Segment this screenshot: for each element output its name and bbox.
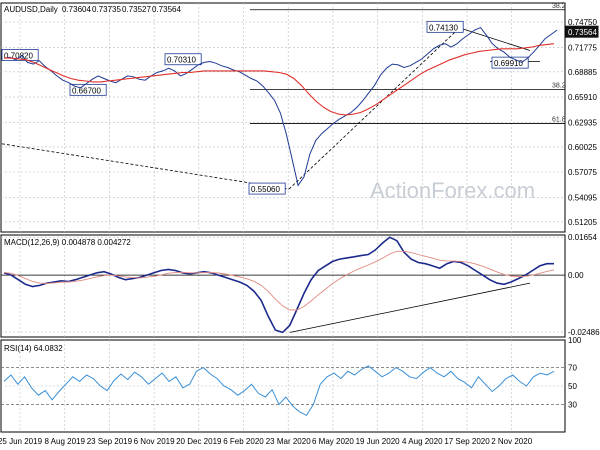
current-price-box: [565, 25, 599, 38]
x-tick-label: 20 Dec 2019: [176, 437, 222, 446]
price-ohlc-low: 0.73527: [122, 5, 151, 14]
price-y-tick-label: 0.71775: [568, 43, 597, 52]
price-box-label: 0.74130: [429, 23, 458, 32]
price-box: [164, 53, 202, 66]
price-ohlc-high: 0.73735: [92, 5, 121, 14]
rsi-y-tick-label: 100: [568, 336, 582, 345]
series-layer: [3, 26, 558, 417]
price-y-tick-label: 0.74750: [568, 18, 597, 27]
price-y-tick-label: 0.68885: [568, 68, 597, 77]
x-tick-label: 17 Sep 2020: [444, 437, 490, 446]
price-box: [69, 83, 107, 96]
rsi-y-tick-label: 70: [568, 364, 577, 373]
triangle-upper-line: [457, 26, 531, 51]
macd-signal-line: [3, 250, 555, 311]
x-tick-label: 2 Nov 2020: [491, 437, 532, 446]
axis-layer: 0.74750 0.71775 0.68885 0.65910 0.62935 0.600…: [0, 18, 600, 446]
price-y-tick-label: 0.62935: [568, 118, 597, 127]
fib-level-label: 38.2: [552, 3, 566, 10]
macd-panel-frame: [0, 234, 566, 338]
x-tick-label: 6 Feb 2020: [223, 437, 264, 446]
price-panel-frame: [0, 2, 566, 233]
macd-panel-title: MACD(12,26,9) 0.004878 0.004272: [4, 238, 131, 247]
trendline-dashed-up: [288, 27, 461, 190]
x-tick-label: 19 Jun 2020: [356, 437, 401, 446]
macd-y-tick-label: 0.01654: [568, 233, 597, 242]
price-box: [248, 182, 286, 195]
price-y-tick-label: 0.54095: [568, 193, 597, 202]
x-tick-label: 6 Nov 2019: [134, 437, 175, 446]
watermark: ActionForex.com: [370, 178, 535, 203]
price-box-label: 0.66700: [72, 86, 101, 95]
annotation-layer: 38.2 38.2 61.8 0.70820 0.66700 0.70310 0.55060…: [1, 3, 566, 333]
macd-y-tick-label: -0.02486: [568, 328, 600, 337]
price-panel-title: AUDUSD,Daily: [4, 5, 58, 14]
macd-trendline: [289, 282, 531, 333]
macd-line: [3, 236, 554, 334]
price-ma-line: [4, 43, 555, 116]
price-line: [3, 26, 558, 187]
fib-level-label: 38.2: [552, 83, 566, 90]
price-box: [1, 49, 39, 61]
current-price-label: 0.73564: [568, 28, 597, 37]
fib-level-label: 61.8: [552, 116, 566, 123]
price-box-label: 0.55060: [251, 185, 280, 194]
rsi-y-tick-label: 30: [568, 400, 577, 409]
price-y-tick-label: 0.51205: [568, 218, 597, 227]
price-y-tick-label: 0.57075: [568, 168, 597, 177]
price-box-label: 0.69910: [494, 59, 523, 68]
x-tick-label: 25 Jun 2019: [0, 437, 43, 446]
price-y-tick-label: 0.60025: [568, 143, 597, 152]
x-tick-label: 6 May 2020: [312, 437, 354, 446]
x-tick-label: 8 Aug 2019: [44, 437, 85, 446]
rsi-line: [3, 365, 555, 417]
price-ohlc-open: 0.73604: [62, 5, 91, 14]
x-tick-label: 23 Sep 2019: [87, 437, 133, 446]
x-tick-label: 23 Mar 2020: [266, 437, 311, 446]
price-y-tick-label: 0.65910: [568, 93, 597, 102]
price-box: [426, 20, 464, 33]
rsi-y-tick-label: 50: [568, 382, 577, 391]
price-box-label: 0.70310: [167, 56, 196, 65]
macd-y-tick-label: 0.00: [568, 271, 584, 280]
grid-layer: [1, 3, 565, 432]
price-ohlc-close: 0.73564: [152, 5, 181, 14]
trendline-dashed-down: [1, 143, 290, 190]
x-tick-label: 4 Aug 2020: [402, 437, 443, 446]
rsi-panel-title: RSI(14) 64.0832: [4, 344, 63, 353]
price-box-label: 0.70820: [4, 51, 33, 60]
